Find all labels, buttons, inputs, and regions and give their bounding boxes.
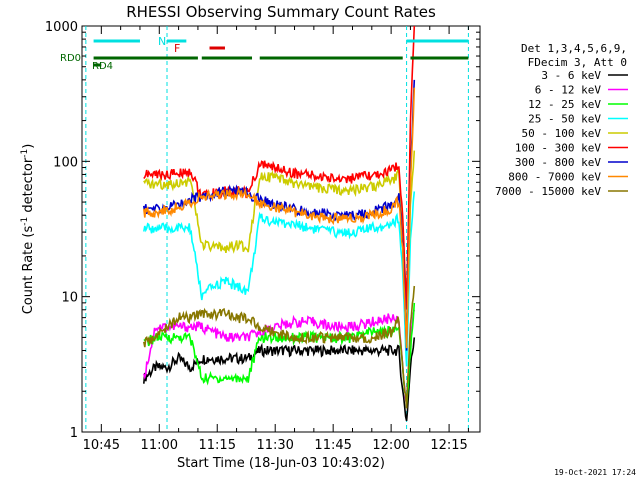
series-line-0 [143, 337, 416, 422]
x-tick-label-2: 11:15 [199, 438, 236, 453]
legend-label-5: 100 - 300 keV [515, 142, 601, 155]
y-label-end: ) [21, 144, 36, 149]
y-label-mid: detector [21, 157, 36, 217]
legend-label-8: 7000 - 15000 keV [495, 185, 601, 198]
series-line-3 [143, 191, 416, 367]
y-label-sup-1: -1 [20, 217, 30, 226]
x-tick-label-1: 11:00 [141, 438, 178, 453]
y-axis-label: Count Rate (s-1 detector-1) [20, 144, 36, 315]
rd4-flag-label: RD4 [92, 61, 113, 72]
y-tick-label-1: 10 [61, 291, 78, 306]
legend-label-2: 12 - 25 keV [528, 98, 601, 111]
x-tick-label-0: 10:45 [83, 438, 120, 453]
y-tick-label-2: 100 [53, 155, 78, 170]
legend-header-1: FDecim 3, Att 0 [528, 56, 627, 69]
series-line-8 [143, 285, 416, 409]
series-line-4 [143, 150, 416, 339]
legend-label-3: 25 - 50 keV [528, 113, 601, 126]
legend-label-1: 6 - 12 keV [535, 84, 602, 97]
rd0-flag-label: RD0 [60, 53, 81, 64]
f-flag-label: F [174, 42, 180, 55]
footer-timestamp: 19-Oct-2021 17:24 [554, 468, 636, 477]
x-tick-label-3: 11:30 [256, 438, 293, 453]
x-tick-label-4: 11:45 [314, 438, 351, 453]
plot-frame [81, 25, 481, 433]
series-line-7 [143, 87, 416, 349]
y-label-main: Count Rate (s [21, 226, 36, 315]
x-axis-label: Start Time (18-Jun-03 10:43:02) [177, 456, 385, 471]
y-label-sup-2: -1 [20, 149, 30, 158]
x-tick-label-6: 12:15 [430, 438, 467, 453]
legend-label-4: 50 - 100 keV [522, 127, 602, 140]
y-tick-label-0: 1 [70, 426, 78, 441]
n-flag-label: N [158, 35, 166, 48]
legend-label-7: 800 - 7000 keV [508, 171, 601, 184]
y-tick-label-3: 1000 [45, 20, 78, 35]
legend-header-0: Det 1,3,4,5,6,9, [521, 42, 627, 55]
chart-title: RHESSI Observing Summary Count Rates [126, 3, 436, 21]
legend-label-6: 300 - 800 keV [515, 156, 601, 169]
series-line-5 [143, 25, 416, 310]
legend-label-0: 3 - 6 keV [541, 69, 601, 82]
series-line-1 [143, 309, 416, 404]
x-tick-label-5: 12:00 [372, 438, 409, 453]
